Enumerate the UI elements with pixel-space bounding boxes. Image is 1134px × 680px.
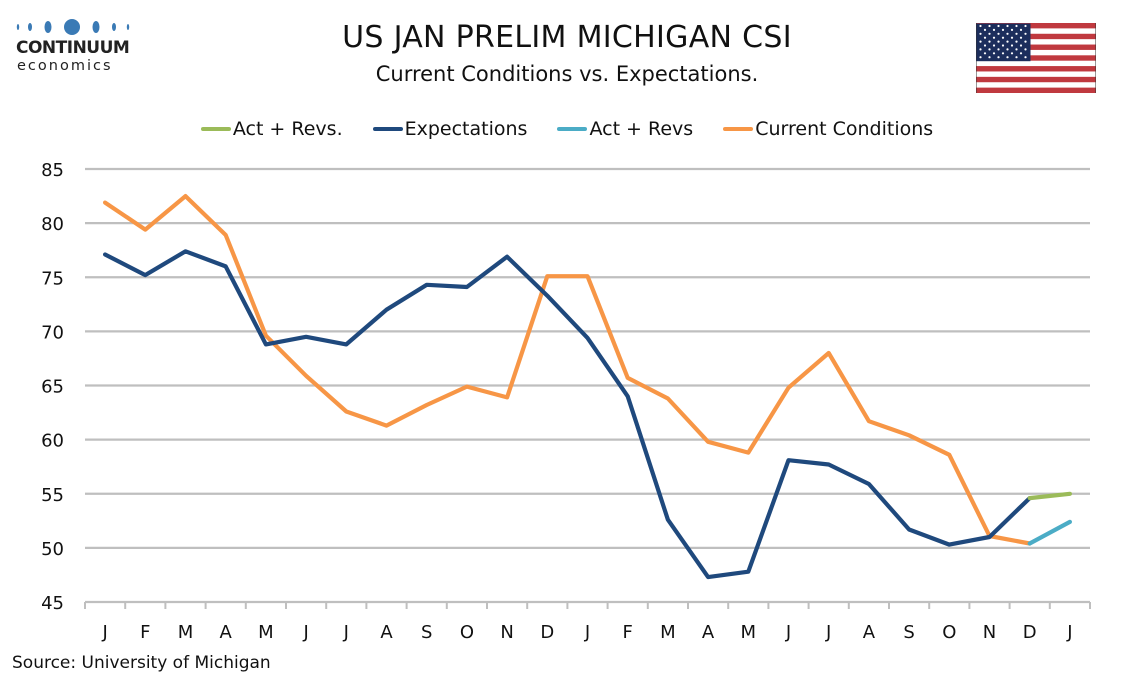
x-tick-label: N xyxy=(983,622,996,643)
legend-label: Current Conditions xyxy=(755,118,934,140)
x-tick-label: M xyxy=(741,622,757,643)
y-tick-label: 65 xyxy=(41,377,64,398)
y-tick-label: 85 xyxy=(41,160,64,181)
x-tick-label: S xyxy=(903,622,914,643)
x-tick-label: J xyxy=(825,622,831,643)
continuum-dots-icon xyxy=(16,19,130,35)
x-tick-label: J xyxy=(1066,622,1072,643)
y-axis-ticks: 45 50 55 60 65 70 75 80 85 xyxy=(41,160,64,614)
x-tick-label: O xyxy=(942,622,956,643)
legend-swatch xyxy=(200,127,231,131)
legend-label: Expectations xyxy=(404,118,528,140)
x-tick-label: M xyxy=(178,622,194,643)
x-tick-label: J xyxy=(343,622,349,643)
x-tick-label: D xyxy=(1023,622,1037,643)
legend-swatch xyxy=(557,127,588,131)
series-line-act-revs xyxy=(1027,491,1073,501)
x-tick-label: A xyxy=(863,622,876,643)
source-note: Source: University of Michigan xyxy=(12,653,271,673)
x-tick-label: A xyxy=(380,622,393,643)
x-tick-label: F xyxy=(623,622,633,643)
series-line-current-conditions xyxy=(102,194,1032,546)
logo-sub: economics xyxy=(17,58,113,74)
series-line-act-revs xyxy=(1027,519,1073,546)
gridlines xyxy=(85,167,1090,549)
y-tick-label: 75 xyxy=(41,268,64,289)
y-tick-label: 60 xyxy=(41,431,64,452)
x-tick-label: A xyxy=(702,622,715,643)
y-tick-label: 70 xyxy=(41,322,64,343)
us-flag-icon xyxy=(976,23,1096,93)
legend-swatch xyxy=(372,127,403,131)
continuum-economics-logo: CONTINUUM economics xyxy=(14,14,134,76)
legend-label: Act + Revs. xyxy=(232,118,343,140)
x-tick-label: N xyxy=(500,622,513,643)
legend-item-current-conditions: Current Conditions xyxy=(723,118,933,140)
chart-subtitle: Current Conditions vs. Expectations. xyxy=(375,62,759,86)
x-tick-label: M xyxy=(258,622,274,643)
x-tick-label: D xyxy=(540,622,554,643)
x-tick-label: J xyxy=(584,622,590,643)
y-tick-label: 55 xyxy=(41,485,64,506)
x-tick-label: S xyxy=(421,622,432,643)
logo-brand: CONTINUUM xyxy=(16,38,130,58)
y-tick-label: 50 xyxy=(41,539,64,560)
legend-label: Act + Revs xyxy=(589,118,694,140)
x-tick-label: J xyxy=(785,622,791,643)
x-tick-label: J xyxy=(302,622,308,643)
legend-item-expectations: Expectations xyxy=(372,118,528,140)
legend-item-act-revs-green: Act + Revs. xyxy=(200,118,343,140)
x-tick-label: J xyxy=(101,622,107,643)
legend-swatch xyxy=(723,127,754,131)
chart-title: US JAN PRELIM MICHIGAN CSI xyxy=(342,20,792,55)
x-tick-label: M xyxy=(660,622,676,643)
y-tick-label: 80 xyxy=(41,214,64,235)
x-tick-label: O xyxy=(460,622,474,643)
series-lines xyxy=(102,194,1073,580)
x-tick-label: F xyxy=(140,622,150,643)
series-line-expectations xyxy=(102,249,1032,580)
legend-item-act-revs-blue: Act + Revs xyxy=(557,118,693,140)
y-tick-label: 45 xyxy=(41,593,64,614)
x-tick-label: A xyxy=(220,622,233,643)
chart-legend: Act + Revs. Expectations Act + Revs Curr… xyxy=(0,118,1134,140)
